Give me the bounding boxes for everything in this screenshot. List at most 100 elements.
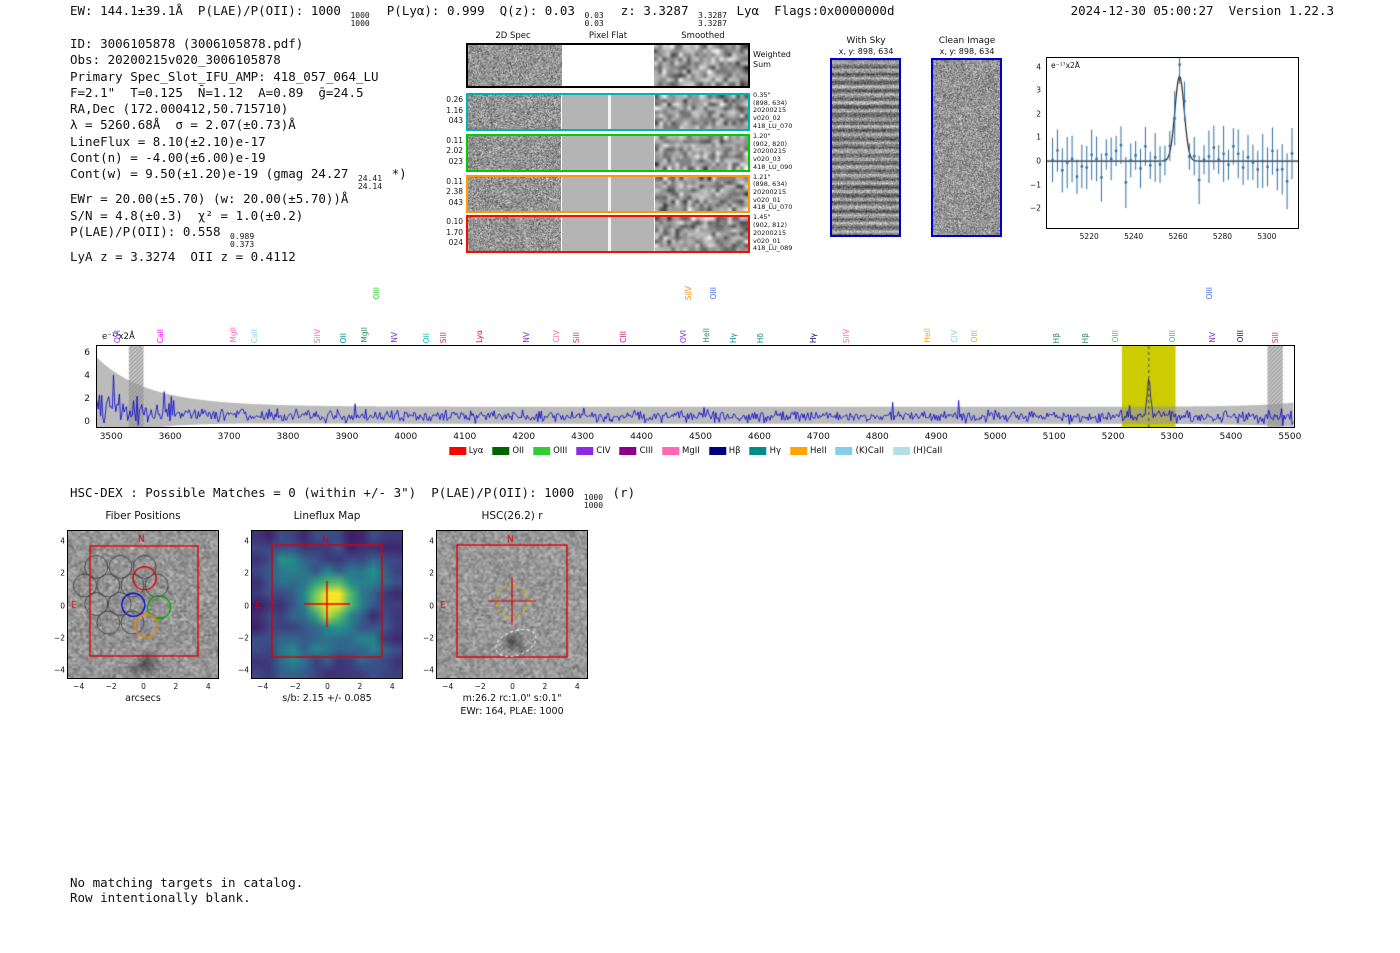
weighted-sum-flat	[563, 45, 653, 86]
info-line: RA,Dec (172.000412,50.715710)	[70, 101, 289, 117]
tick-label: 3900	[335, 432, 359, 442]
emission-line-label: CIV	[950, 330, 960, 343]
tick-label: −4	[237, 665, 249, 675]
legend-swatch	[576, 447, 594, 455]
tick-label: 3500	[99, 432, 123, 442]
emission-line-label: SiIV	[841, 328, 851, 343]
tick-label: 5100	[1042, 432, 1066, 442]
tick-label: 2	[542, 682, 548, 691]
emission-line-label: SiII	[571, 331, 581, 343]
cutout-row-left-values: 0.11 2.02 023	[446, 135, 463, 166]
tick-label: −2	[105, 682, 117, 691]
cutout-smoothed-image	[655, 95, 749, 129]
weighted-sum-strip	[466, 43, 750, 88]
tick-label: 2	[1036, 109, 1041, 119]
full-spectrum-ylabel: e⁻¹⁷x2Å	[102, 332, 135, 342]
emission-line-label: CIV	[551, 330, 561, 343]
legend-item: Hγ	[749, 446, 781, 456]
tick-label: 4800	[865, 432, 889, 442]
tick-label: −4	[257, 682, 269, 691]
legend-item: (H)CaII	[893, 446, 942, 456]
cutout-row	[466, 133, 750, 172]
hsc-cutout-title: HSC(26.2) r	[481, 510, 543, 522]
info-line: Cont(w) = 9.50(±1.20)e-19 (gmag 24.27 24…	[70, 166, 407, 192]
cutout-row-annotation: 0.35" (898, 634) 20200215 v020_02 418_LU…	[753, 91, 793, 130]
hsc-cutout-image	[437, 531, 587, 678]
legend-swatch	[790, 447, 808, 455]
flat-fiber-line	[608, 135, 611, 170]
info-line: Obs: 20200215v020_3006105878	[70, 52, 281, 68]
lineflux-map-title: Lineflux Map	[293, 510, 361, 522]
tick-label: 0	[429, 601, 434, 610]
tick-label: 3800	[276, 432, 300, 442]
tick-label: −4	[53, 665, 65, 675]
tick-label: 2	[244, 568, 249, 578]
full-spectrum-plot	[97, 346, 1294, 427]
hsc-cutout-xlabel2: EWr: 164, PLAE: 1000	[460, 706, 564, 717]
line-fit-plot	[1047, 58, 1298, 228]
legend-item: (K)CaII	[835, 446, 884, 456]
legend-item: MgII	[662, 446, 700, 456]
clean-image	[933, 60, 1000, 235]
tick-label: −4	[422, 665, 434, 675]
tick-label: 5220	[1079, 232, 1099, 241]
tick-label: 4100	[453, 432, 477, 442]
info-line: S/N = 4.8(±0.3) χ² = 1.0(±0.2)	[70, 207, 304, 223]
cutout-row-annotation: 1.20" (902, 820) 20200215 v020_03 418_LU…	[753, 131, 793, 171]
tick-label: 5280	[1212, 232, 1233, 241]
tick-label: 2	[60, 568, 65, 578]
cutout-smoothed-image	[655, 135, 749, 170]
legend-item: Hβ	[708, 446, 741, 456]
tick-label: 2	[173, 682, 179, 691]
tick-label: 4	[60, 536, 65, 546]
legend-item: Lyα	[448, 446, 483, 456]
emission-line-label: OII	[338, 332, 348, 343]
legend-swatch	[448, 447, 466, 455]
tick-label: 4900	[924, 432, 948, 442]
weighted-sum-label: Weighted Sum	[753, 50, 791, 69]
tick-label: −2	[289, 682, 301, 691]
tick-label: 0	[325, 682, 330, 691]
tick-label: 4500	[689, 432, 712, 442]
cutout-row	[466, 93, 750, 131]
tick-label: 5260	[1168, 232, 1188, 241]
col-title-pixel-flat: Pixel Flat	[588, 31, 628, 41]
tick-label: 0	[244, 601, 249, 610]
clean-image-title: Clean Image	[938, 36, 996, 46]
hsc-cutout-xlabel: m:26.2 rc:1.0" s:0.1"	[462, 693, 562, 704]
tick-label: 4	[574, 682, 580, 691]
legend-swatch	[749, 447, 767, 455]
stacked-value: 0.03 0.03	[584, 11, 604, 28]
tick-label: 4200	[512, 432, 536, 442]
tick-label: 2	[429, 568, 434, 578]
with-sky-image	[832, 60, 899, 235]
cutout-row-annotation: 1.45" (902, 812) 20200215 v020_01 418_LU…	[753, 213, 793, 253]
footer-line-2: Row intentionally blank.	[70, 890, 251, 905]
tick-label: 0	[84, 417, 90, 428]
emission-line-label: OIII	[970, 330, 980, 343]
emission-line-label: OIII	[1168, 330, 1178, 343]
legend-item: CIV	[576, 446, 611, 456]
emission-line-label: SiIV	[312, 328, 322, 343]
cutout-2d-image	[468, 217, 561, 252]
col-title-smoothed: Smoothed	[681, 31, 725, 41]
emission-line-label: Lyα	[474, 330, 484, 343]
emission-line-label: NV	[1208, 332, 1218, 343]
tick-label: 4000	[394, 432, 418, 442]
full-spectrum-plot-frame	[96, 345, 1295, 428]
hsc-dex-summary: HSC-DEX : Possible Matches = 0 (within +…	[70, 485, 636, 510]
info-line: EWr = 20.00(±5.70) (w: 20.00(±5.70))Å	[70, 191, 349, 207]
emission-line-label: OIII	[1110, 330, 1120, 343]
tick-label: 4400	[630, 432, 654, 442]
emission-line-label: HeII	[701, 328, 711, 343]
cutout-row-annotation: 1.21" (898, 634) 20200215 v020_01 418_LU…	[753, 172, 793, 212]
legend-swatch	[662, 447, 680, 455]
info-line: F=2.1" T=0.125 N̄=1.12 A=0.89 ḡ=24.5	[70, 84, 364, 100]
emission-line-label: SiII	[438, 331, 448, 343]
tick-label: 4	[244, 536, 249, 546]
emission-line-label: MgII	[359, 327, 369, 343]
legend-swatch	[533, 447, 551, 455]
emission-line-label: CaII	[249, 328, 259, 343]
tick-label: 2	[84, 394, 90, 405]
